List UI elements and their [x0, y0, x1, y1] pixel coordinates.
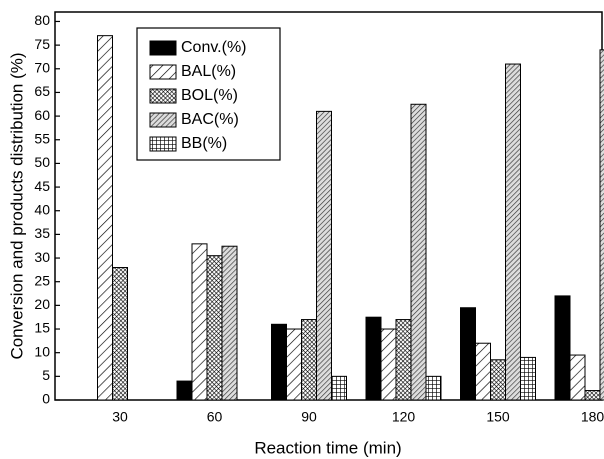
y-tick-label: 60: [34, 107, 50, 123]
bar: [599, 49, 604, 401]
y-tick-label: 15: [34, 320, 50, 336]
legend-label: BAC(%): [181, 111, 239, 128]
y-tick-label: 20: [34, 296, 50, 312]
bar: [395, 319, 412, 401]
bar: [191, 243, 208, 401]
x-axis-label: Reaction time (min): [254, 438, 401, 457]
bar: [460, 307, 476, 401]
bar: [206, 255, 223, 401]
legend-swatch: [149, 112, 177, 128]
y-axis-label: Conversion and products distribution (%): [7, 52, 26, 359]
legend-swatch: [149, 64, 177, 80]
bar: [410, 103, 427, 401]
bar: [505, 63, 521, 401]
y-tick-label: 40: [34, 201, 50, 217]
y-tick-label: 35: [34, 225, 50, 241]
x-tick-label: 120: [392, 409, 416, 425]
bar: [365, 316, 382, 401]
y-tick-label: 80: [34, 12, 50, 28]
bar: [112, 267, 128, 401]
legend-label: Conv.(%): [181, 39, 247, 56]
bar: [554, 295, 571, 401]
bar: [221, 245, 238, 401]
bar: [271, 323, 287, 401]
x-tick-label: 150: [486, 409, 510, 425]
x-tick-label: 30: [112, 409, 128, 425]
bar: [316, 110, 332, 401]
y-tick-label: 5: [42, 367, 50, 383]
bar: [490, 359, 506, 401]
x-tick-label: 90: [301, 409, 317, 425]
legend-label: BB(%): [181, 135, 227, 152]
bar: [380, 328, 397, 401]
bar: [425, 375, 442, 401]
y-tick-label: 10: [34, 343, 50, 359]
bar: [97, 35, 113, 401]
y-tick-label: 65: [34, 83, 50, 99]
bar: [520, 356, 536, 401]
bar: [301, 319, 317, 401]
y-tick-label: 30: [34, 249, 50, 265]
y-tick-label: 50: [34, 154, 50, 170]
bar: [475, 342, 491, 401]
legend-swatch: [149, 40, 177, 56]
legend-label: BAL(%): [181, 63, 236, 80]
y-tick-label: 55: [34, 130, 50, 146]
bar: [176, 380, 193, 401]
y-tick-label: 0: [42, 391, 50, 407]
y-tick-label: 45: [34, 178, 50, 194]
bar: [331, 375, 347, 401]
bar: [584, 390, 601, 401]
bar: [286, 328, 302, 401]
y-tick-label: 75: [34, 36, 50, 52]
y-tick-label: 25: [34, 272, 50, 288]
y-tick-label: 70: [34, 59, 50, 75]
legend-label: BOL(%): [181, 87, 238, 104]
legend-swatch: [149, 136, 177, 152]
legend-swatch: [149, 88, 177, 104]
x-tick-label: 180: [581, 409, 604, 425]
x-tick-label: 60: [207, 409, 223, 425]
bar: [569, 354, 586, 401]
